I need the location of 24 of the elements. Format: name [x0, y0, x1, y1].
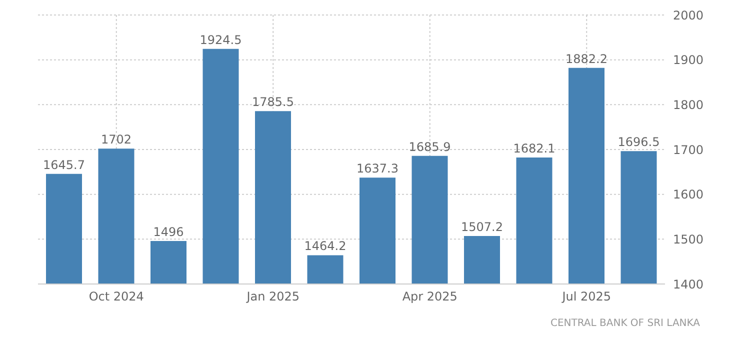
y-tick-label: 2000: [673, 8, 704, 22]
data-label: 1682.1: [513, 142, 556, 156]
x-tick-label: Oct 2024: [88, 290, 144, 304]
data-label: 1685.9: [408, 140, 451, 154]
data-label: 1507.2: [461, 220, 503, 234]
y-tick-label: 1900: [673, 53, 704, 68]
data-label: 1696.5: [618, 135, 660, 150]
data-label: 1882.2: [566, 52, 608, 66]
data-label: 1464.2: [304, 239, 346, 254]
data-label: 1645.7: [43, 158, 85, 172]
data-label: 1924.5: [200, 32, 242, 47]
x-tick-label: Apr 2025: [402, 290, 458, 304]
data-label: 1496: [153, 224, 184, 239]
y-tick-label: 1600: [673, 188, 704, 202]
y-tick-label: 1500: [673, 232, 704, 246]
y-tick-label: 1700: [673, 142, 704, 157]
y-tick-label: 1800: [673, 98, 704, 112]
x-tick-label: Jul 2025: [561, 290, 612, 304]
data-label: 1785.5: [252, 95, 294, 110]
text: CENTRAL BANK OF SRI LANKA: [550, 318, 700, 329]
data-label: 1702: [100, 132, 132, 147]
x-tick-label: Jan 2025: [246, 290, 300, 304]
y-tick-label: 1400: [673, 277, 704, 292]
data-label: 1637.3: [356, 162, 398, 176]
